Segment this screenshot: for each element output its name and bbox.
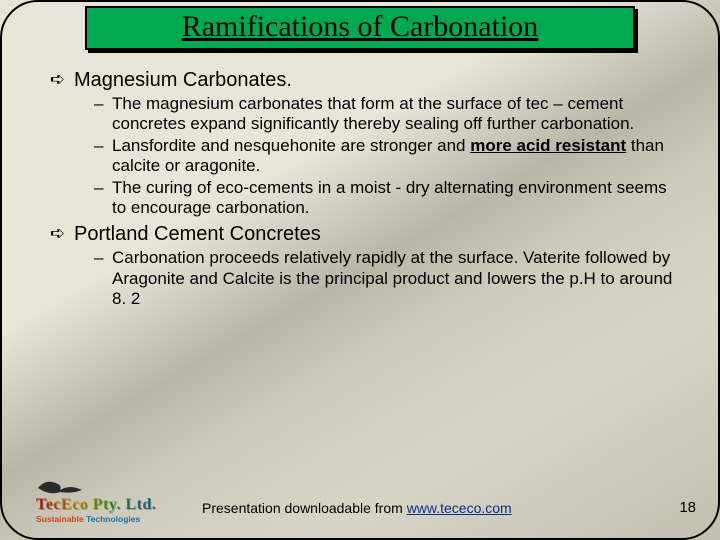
download-link[interactable]: www.tececo.com [407, 500, 512, 516]
company-tagline: Sustainable Technologies [36, 514, 156, 524]
bullet-portland: ➪ Portland Cement Concretes [50, 222, 674, 246]
sub-text: Carbonation proceeds relatively rapidly … [112, 248, 674, 309]
slide-body: ➪ Magnesium Carbonates. – The magnesium … [30, 62, 690, 310]
page-number: 18 [679, 499, 696, 516]
sub-text: The magnesium carbonates that form at th… [112, 94, 674, 135]
bullet-label: Portland Cement Concretes [74, 222, 321, 246]
bullet-magnesium: ➪ Magnesium Carbonates. [50, 68, 674, 92]
arrow-bullet-icon: ➪ [50, 68, 74, 92]
dash-icon: – [94, 94, 112, 135]
sub-text: Lansfordite and nesquehonite are stronge… [112, 136, 674, 177]
dash-icon: – [94, 178, 112, 219]
emphasis-text: more acid resistant [470, 136, 626, 155]
sub-bullet: – Carbonation proceeds relatively rapidl… [94, 248, 674, 309]
arrow-bullet-icon: ➪ [50, 222, 74, 246]
download-line: Presentation downloadable from www.tecec… [202, 500, 512, 516]
title-container: Ramifications of Carbonation [85, 6, 635, 50]
sub-bullet: – The curing of eco-cements in a moist -… [94, 178, 674, 219]
slide-footer: TecEco Pty. Ltd. Sustainable Technologie… [2, 480, 718, 528]
company-logo: TecEco Pty. Ltd. Sustainable Technologie… [36, 474, 156, 524]
slide-title: Ramifications of Carbonation [182, 10, 539, 43]
sub-text: The curing of eco-cements in a moist - d… [112, 178, 674, 219]
sub-bullet: – Lansfordite and nesquehonite are stron… [94, 136, 674, 177]
download-prefix: Presentation downloadable from [202, 500, 407, 516]
dash-icon: – [94, 136, 112, 177]
dash-icon: – [94, 248, 112, 309]
bullet-label: Magnesium Carbonates. [74, 68, 292, 92]
slide-frame: Ramifications of Carbonation ➪ Magnesium… [0, 0, 720, 540]
sub-bullet: – The magnesium carbonates that form at … [94, 94, 674, 135]
company-name: TecEco Pty. Ltd. [36, 496, 156, 514]
eagle-icon [36, 474, 84, 498]
title-box: Ramifications of Carbonation [85, 6, 635, 50]
